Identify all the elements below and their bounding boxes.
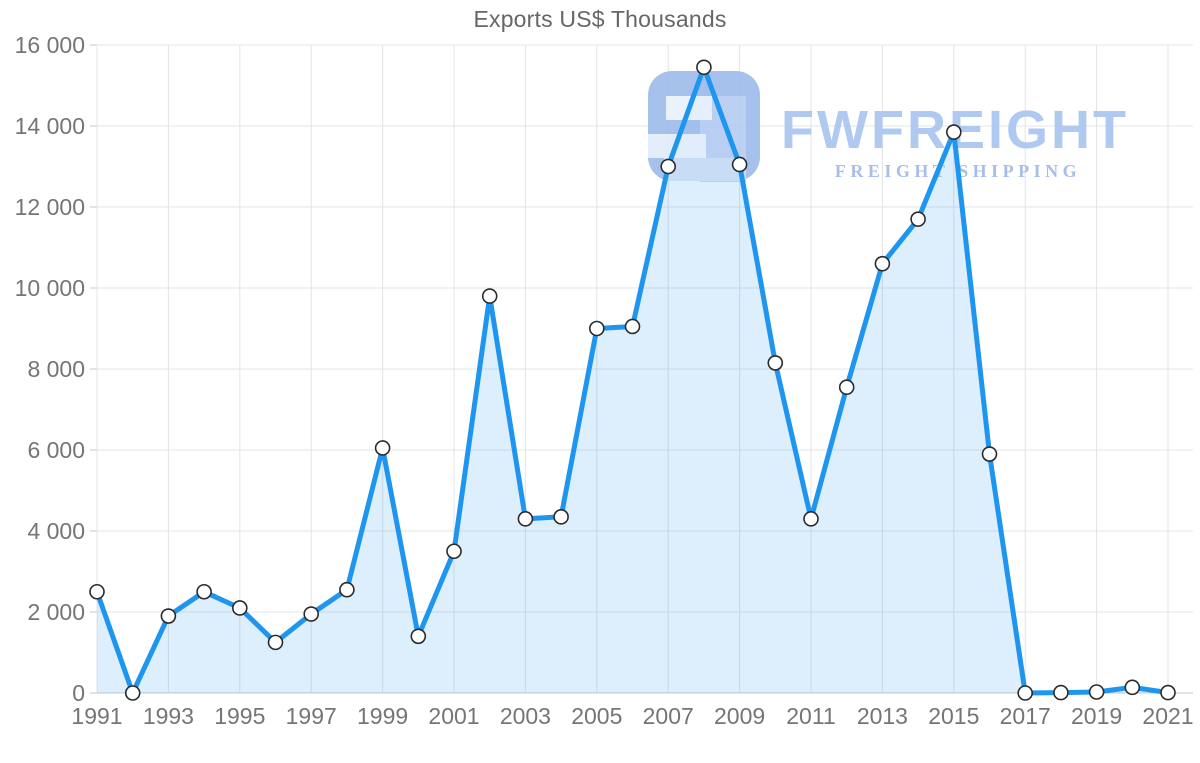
data-point-marker [588, 320, 605, 337]
x-axis-label: 1995 [214, 703, 265, 729]
data-point-marker [1088, 684, 1105, 700]
data-point-marker [303, 606, 320, 622]
x-axis-label: 2011 [786, 703, 835, 729]
data-point-marker [553, 509, 569, 525]
data-point-marker [696, 59, 712, 76]
data-point-marker [660, 158, 677, 175]
x-axis-label: 1997 [286, 703, 337, 729]
data-point-marker [1160, 684, 1176, 701]
data-point-marker [481, 288, 498, 304]
x-axis-label: 2001 [428, 703, 479, 729]
watermark: FWFREIGHTFREIGHT SHIPPING [648, 71, 1126, 182]
x-axis-label: 2013 [857, 703, 908, 729]
data-point-marker [446, 543, 462, 560]
y-axis-label: 14 000 [15, 113, 85, 139]
x-axis-label: 2003 [500, 703, 551, 729]
data-point-marker [624, 318, 641, 335]
data-point-markers [89, 59, 1176, 701]
data-point-marker [1124, 679, 1141, 696]
data-point-marker [196, 583, 212, 600]
y-axis-label: 16 000 [15, 32, 85, 58]
area-fill [97, 67, 1168, 694]
data-point-marker [1053, 684, 1069, 701]
data-point-marker [374, 440, 391, 456]
data-point-marker [1017, 685, 1033, 701]
data-point-marker [339, 581, 355, 598]
data-point-marker [767, 355, 784, 371]
data-point-marker [981, 446, 998, 462]
y-axis-label: 2 000 [27, 599, 85, 625]
data-point-marker [517, 511, 534, 527]
x-axis-label: 2019 [1071, 703, 1122, 729]
x-axis-label: 2015 [928, 703, 979, 729]
data-point-marker [874, 255, 891, 272]
x-axis-label: 1999 [357, 703, 408, 729]
data-point-marker [838, 379, 855, 396]
data-point-marker [910, 211, 926, 227]
chart-title: Exports US$ Thousands [473, 6, 727, 32]
data-point-marker [160, 608, 177, 624]
y-axis-label: 4 000 [27, 518, 85, 544]
x-axis-label: 2005 [571, 703, 622, 729]
data-point-marker [945, 124, 962, 140]
x-axis-label: 2009 [714, 703, 765, 729]
data-point-marker [232, 600, 248, 616]
x-axis-label: 2021 [1142, 703, 1193, 729]
y-axis-labels: 0 2 000 4 000 6 000 8 000 10 000 12 000 14 000 1… [15, 32, 85, 706]
data-point-marker [731, 156, 748, 173]
x-axis-label: 2007 [643, 703, 694, 729]
y-axis-label: 8 000 [27, 356, 85, 382]
data-point-marker [410, 628, 427, 645]
x-axis-label: 1991 [71, 703, 122, 729]
data-point-marker [89, 583, 105, 600]
y-axis-label: 6 000 [27, 437, 85, 463]
y-axis-label: 12 000 [15, 194, 85, 220]
logo-bottom-block [664, 158, 746, 181]
x-axis-label: 1993 [143, 703, 194, 729]
data-point-marker [803, 511, 819, 527]
x-axis-label: 2017 [1000, 703, 1051, 729]
data-point-marker [124, 685, 141, 701]
data-point-marker [267, 634, 284, 651]
y-axis-label: 10 000 [15, 275, 85, 301]
x-axis-labels: 1991 1993 1995 1997 1999 2001 2003 2005 2007 2009… [71, 703, 1193, 729]
y-axis-label: 0 [72, 680, 85, 706]
